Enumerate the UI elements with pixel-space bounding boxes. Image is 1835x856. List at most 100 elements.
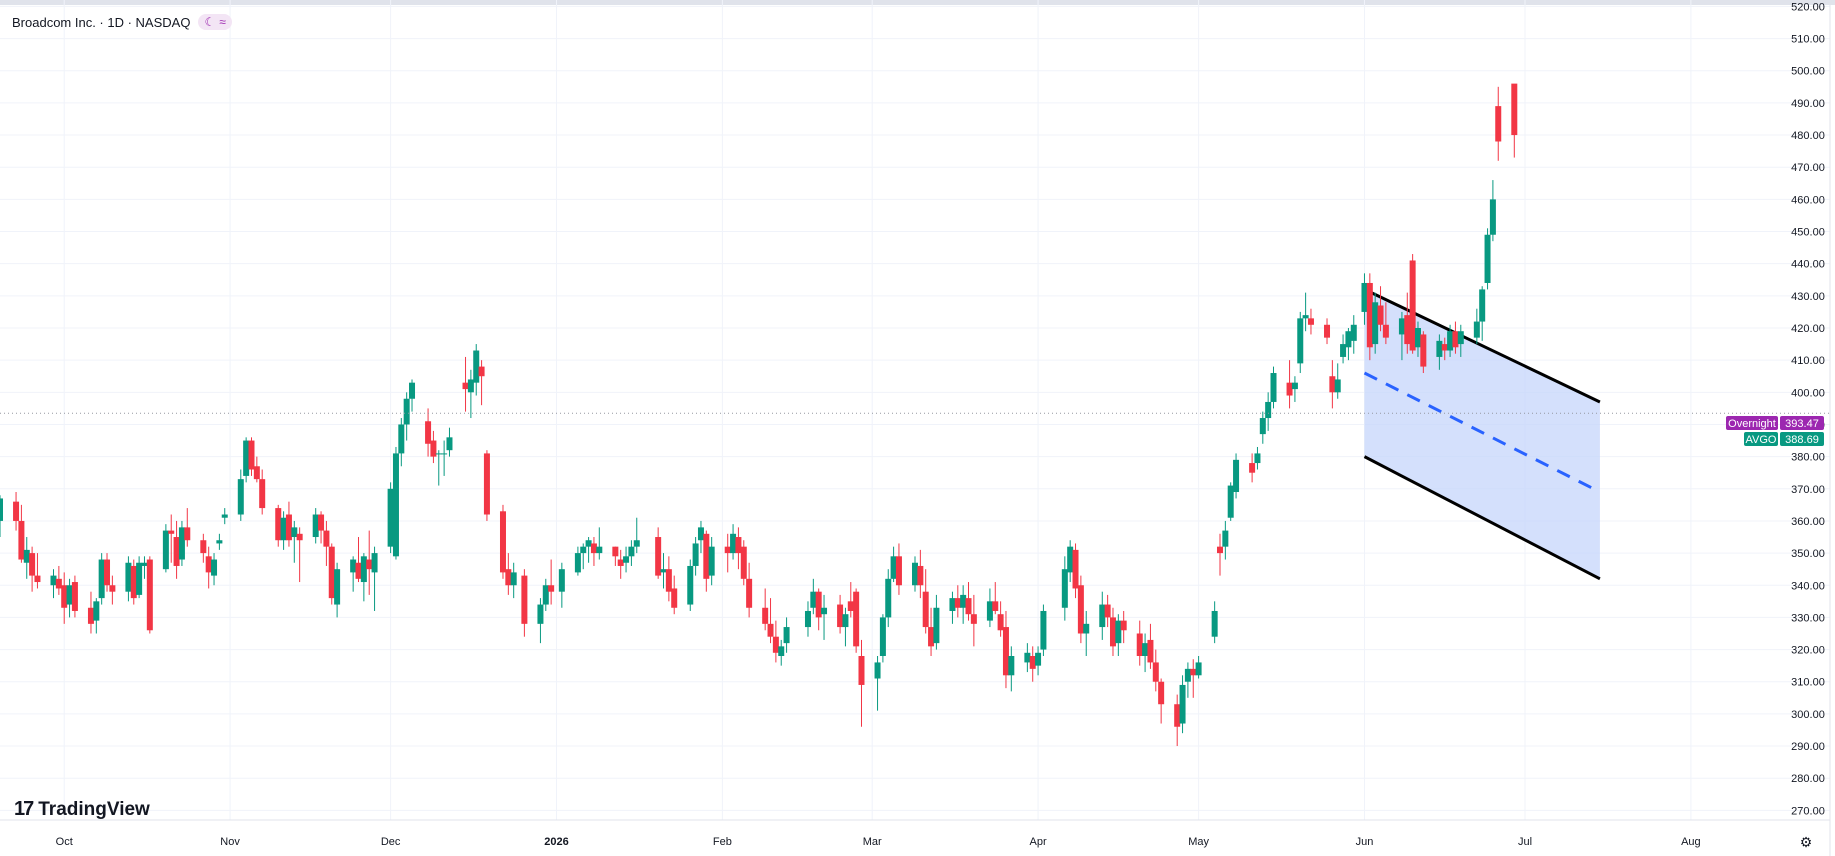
up-candle — [1302, 292, 1309, 332]
up-candle — [446, 427, 453, 457]
down-candle — [1109, 607, 1116, 656]
candle-body — [815, 591, 822, 618]
candle-body — [1008, 656, 1015, 676]
session-pill[interactable]: ☾ ≈ — [198, 14, 232, 30]
up-candle — [783, 617, 790, 653]
candle-body — [965, 598, 972, 615]
price-tick-label: 430.00 — [1791, 291, 1825, 303]
up-candle — [291, 520, 298, 563]
down-candle — [1158, 678, 1165, 724]
down-candle — [248, 437, 255, 476]
candle-body — [590, 543, 597, 554]
tradingview-logo[interactable]: 17 TradingView — [14, 798, 150, 821]
down-candle — [168, 514, 175, 563]
candle-body — [98, 559, 105, 599]
candle-body — [778, 646, 785, 656]
candle-body — [724, 546, 731, 554]
down-candle — [18, 504, 25, 563]
candle-body — [954, 598, 961, 608]
candle-body — [328, 546, 335, 599]
candle-body — [767, 623, 774, 637]
gear-icon[interactable]: ⚙ — [1799, 833, 1813, 850]
candle-body — [409, 382, 416, 399]
up-candle — [1035, 646, 1042, 676]
candle-body — [740, 546, 747, 579]
down-candle — [109, 575, 116, 605]
up-candle — [537, 598, 544, 644]
down-candle — [1409, 254, 1416, 354]
top-border — [0, 0, 1835, 5]
candle-body — [109, 585, 116, 592]
down-candle — [922, 569, 929, 634]
candle-body — [200, 540, 207, 554]
up-candle — [211, 553, 218, 586]
symbol-legend[interactable]: Broadcom Inc. · 1D · NASDAQ ☾ ≈ — [12, 14, 232, 30]
candle-body — [168, 530, 175, 534]
overnight-value-tag — [1780, 416, 1824, 430]
up-candle — [1227, 482, 1234, 521]
candle-body — [55, 578, 62, 589]
up-candle — [842, 607, 849, 647]
candle-body — [585, 540, 592, 547]
candle-body — [478, 366, 485, 377]
candle-body — [1436, 340, 1443, 357]
down-candle — [740, 540, 747, 586]
up-candle — [1211, 601, 1218, 644]
down-candle — [146, 556, 153, 634]
candle-body — [259, 479, 266, 509]
down-candle — [55, 565, 62, 595]
up-candle — [585, 537, 592, 563]
candle-body — [804, 610, 811, 628]
up-candle — [1024, 643, 1031, 673]
up-candle — [1270, 366, 1277, 409]
candle-body — [783, 627, 790, 644]
price-tick-label: 280.00 — [1791, 773, 1825, 785]
up-candle — [821, 594, 828, 640]
time-axis[interactable]: Oct Nov Dec 2026 Feb Mar Apr May Jun Jul Aug — [56, 836, 1701, 848]
candle-body — [87, 607, 94, 624]
candle-body — [1147, 639, 1154, 663]
candle-body — [1265, 401, 1272, 419]
price-tick-label: 310.00 — [1791, 677, 1825, 689]
up-candle — [687, 559, 694, 611]
down-candle — [1217, 533, 1223, 576]
candle-body — [146, 559, 153, 631]
candle-body — [521, 575, 528, 624]
candle-body — [537, 604, 544, 624]
symbol-title[interactable]: Broadcom Inc. · 1D · NASDAQ — [12, 14, 191, 30]
candle-body — [580, 546, 587, 554]
down-candle — [735, 527, 742, 570]
price-tick-label: 440.00 — [1791, 259, 1825, 271]
price-tick-label: 330.00 — [1791, 612, 1825, 624]
down-candle — [970, 594, 977, 647]
candle-body — [628, 546, 635, 557]
price-tick-label: 320.00 — [1791, 645, 1825, 657]
down-candle — [997, 601, 1004, 637]
up-candle — [1436, 334, 1443, 370]
candle-body — [1334, 379, 1341, 393]
candle-body — [125, 562, 132, 592]
up-candle — [1414, 321, 1421, 357]
candle-body — [548, 585, 555, 592]
price-tick-label: 420.00 — [1791, 323, 1825, 335]
candle-body — [505, 569, 512, 586]
candle-body — [992, 601, 999, 611]
down-candle — [548, 559, 555, 605]
up-candle — [912, 556, 918, 592]
candle-body — [211, 559, 218, 576]
candle-body — [703, 533, 710, 579]
down-candle — [703, 530, 710, 592]
candle-body — [762, 607, 769, 624]
candle-body — [291, 527, 298, 538]
moon-icon: ☾ — [204, 15, 216, 29]
candle-body — [61, 585, 68, 608]
candle-body — [1217, 546, 1223, 554]
candle-body — [687, 565, 694, 605]
candle-body — [18, 520, 25, 560]
up-candle — [1179, 675, 1186, 734]
up-candle — [1067, 540, 1074, 583]
down-candle — [521, 569, 528, 637]
time-tick-label: Nov — [220, 836, 240, 848]
candle-body — [853, 591, 860, 647]
